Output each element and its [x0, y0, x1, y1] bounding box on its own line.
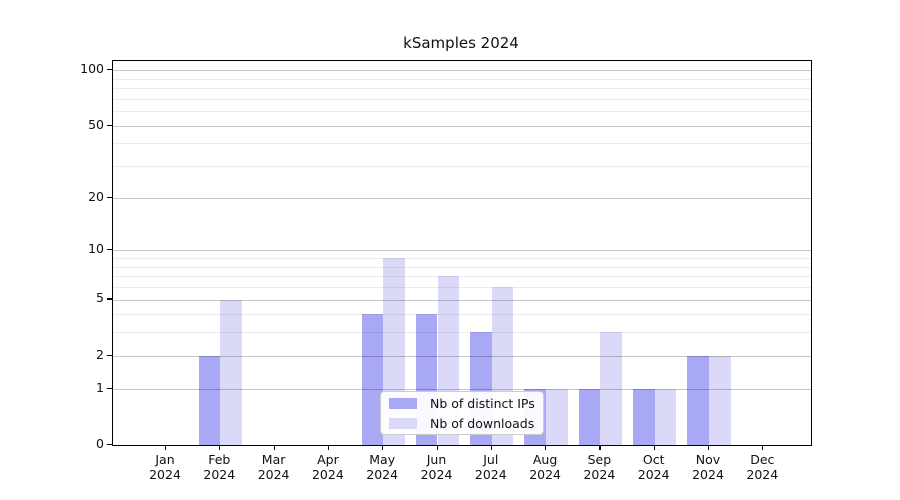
xtick-mark-nov: [708, 445, 710, 450]
bar-downloads-aug: [546, 388, 568, 445]
ytick-label-0: 0: [96, 436, 104, 451]
xtick-label-jun: Jun 2024: [420, 452, 453, 482]
bar-distinct-ips-nov: [687, 355, 709, 445]
gridline-minor-3: [113, 332, 811, 334]
gridline-minor-8: [113, 266, 811, 268]
legend-label-distinct-ips: Nb of distinct IPs: [430, 395, 535, 411]
ytick-mark-20: [107, 196, 112, 198]
legend-label-downloads: Nb of downloads: [430, 415, 535, 431]
xtick-label-sep: Sep 2024: [583, 452, 616, 482]
xtick-mark-may: [382, 445, 384, 450]
bar-distinct-ips-oct: [633, 388, 655, 445]
ytick-mark-5: [107, 298, 112, 300]
xtick-label-dec: Dec 2024: [746, 452, 779, 482]
legend: Nb of distinct IPs Nb of downloads: [380, 391, 544, 435]
gridline-major-10: [113, 250, 811, 252]
legend-item-distinct-ips: Nb of distinct IPs: [389, 395, 543, 412]
xtick-label-jul: Jul 2024: [474, 452, 507, 482]
gridline-minor-7: [113, 276, 811, 278]
xtick-label-nov: Nov 2024: [692, 452, 724, 482]
gridline-major-5: [113, 299, 811, 301]
gridline-major-100: [113, 70, 811, 72]
bar-distinct-ips-feb: [198, 355, 221, 445]
ytick-mark-0: [107, 444, 112, 446]
xtick-mark-aug: [545, 445, 547, 450]
gridline-minor-4: [113, 314, 811, 316]
plot-area: Nb of distinct IPs Nb of downloads: [112, 60, 812, 446]
ytick-label-2: 2: [96, 346, 104, 362]
ytick-mark-50: [107, 124, 112, 126]
chart-title: kSamples 2024: [403, 34, 519, 52]
bar-downloads-nov: [709, 355, 731, 445]
ytick-mark-100: [107, 69, 112, 71]
xtick-mark-jun: [436, 445, 438, 450]
xtick-mark-feb: [219, 445, 221, 450]
ytick-label-20: 20: [88, 188, 104, 204]
bar-distinct-ips-may: [361, 314, 384, 445]
xtick-label-may: May 2024: [366, 452, 399, 482]
xtick-label-apr: Apr 2024: [311, 452, 344, 482]
ytick-label-5: 5: [96, 290, 104, 306]
gridline-minor-40: [113, 143, 811, 145]
legend-swatch-distinct-ips: [389, 397, 417, 409]
gridline-minor-30: [113, 166, 811, 168]
bar-downloads-oct: [654, 388, 677, 445]
xtick-mark-mar: [273, 445, 275, 450]
gridline-minor-9: [113, 258, 811, 259]
bar-distinct-ips-sep: [578, 388, 601, 445]
ytick-mark-2: [107, 354, 112, 356]
bar-downloads-feb: [220, 299, 242, 445]
gridline-major-1: [113, 388, 811, 390]
gridline-minor-80: [113, 88, 811, 89]
ytick-label-50: 50: [88, 116, 104, 132]
bar-downloads-sep: [600, 332, 623, 445]
gridline-minor-6: [113, 286, 811, 288]
xtick-label-oct: Oct 2024: [637, 452, 670, 482]
xtick-label-feb: Feb 2024: [203, 452, 236, 482]
ytick-label-10: 10: [88, 241, 104, 257]
xtick-label-mar: Mar 2024: [257, 452, 290, 482]
xtick-mark-jan: [165, 445, 167, 450]
xtick-label-jan: Jan 2024: [149, 452, 181, 482]
ytick-label-100: 100: [80, 61, 104, 77]
gridline-major-20: [113, 197, 811, 199]
gridline-major-2: [113, 355, 811, 357]
xtick-mark-dec: [762, 445, 764, 450]
ytick-mark-1: [107, 387, 112, 389]
xtick-mark-sep: [599, 445, 601, 450]
gridline-minor-70: [113, 98, 811, 100]
gridline-minor-90: [113, 78, 811, 80]
legend-item-downloads: Nb of downloads: [389, 415, 543, 432]
xtick-mark-apr: [327, 445, 330, 450]
xtick-mark-jul: [490, 445, 492, 450]
ytick-mark-10: [107, 249, 112, 251]
legend-swatch-downloads: [389, 417, 417, 429]
gridline-major-50: [113, 125, 811, 127]
xtick-label-aug: Aug 2024: [529, 452, 561, 482]
xtick-mark-oct: [653, 445, 655, 450]
gridline-minor-60: [113, 111, 811, 113]
ytick-label-1: 1: [96, 379, 104, 395]
